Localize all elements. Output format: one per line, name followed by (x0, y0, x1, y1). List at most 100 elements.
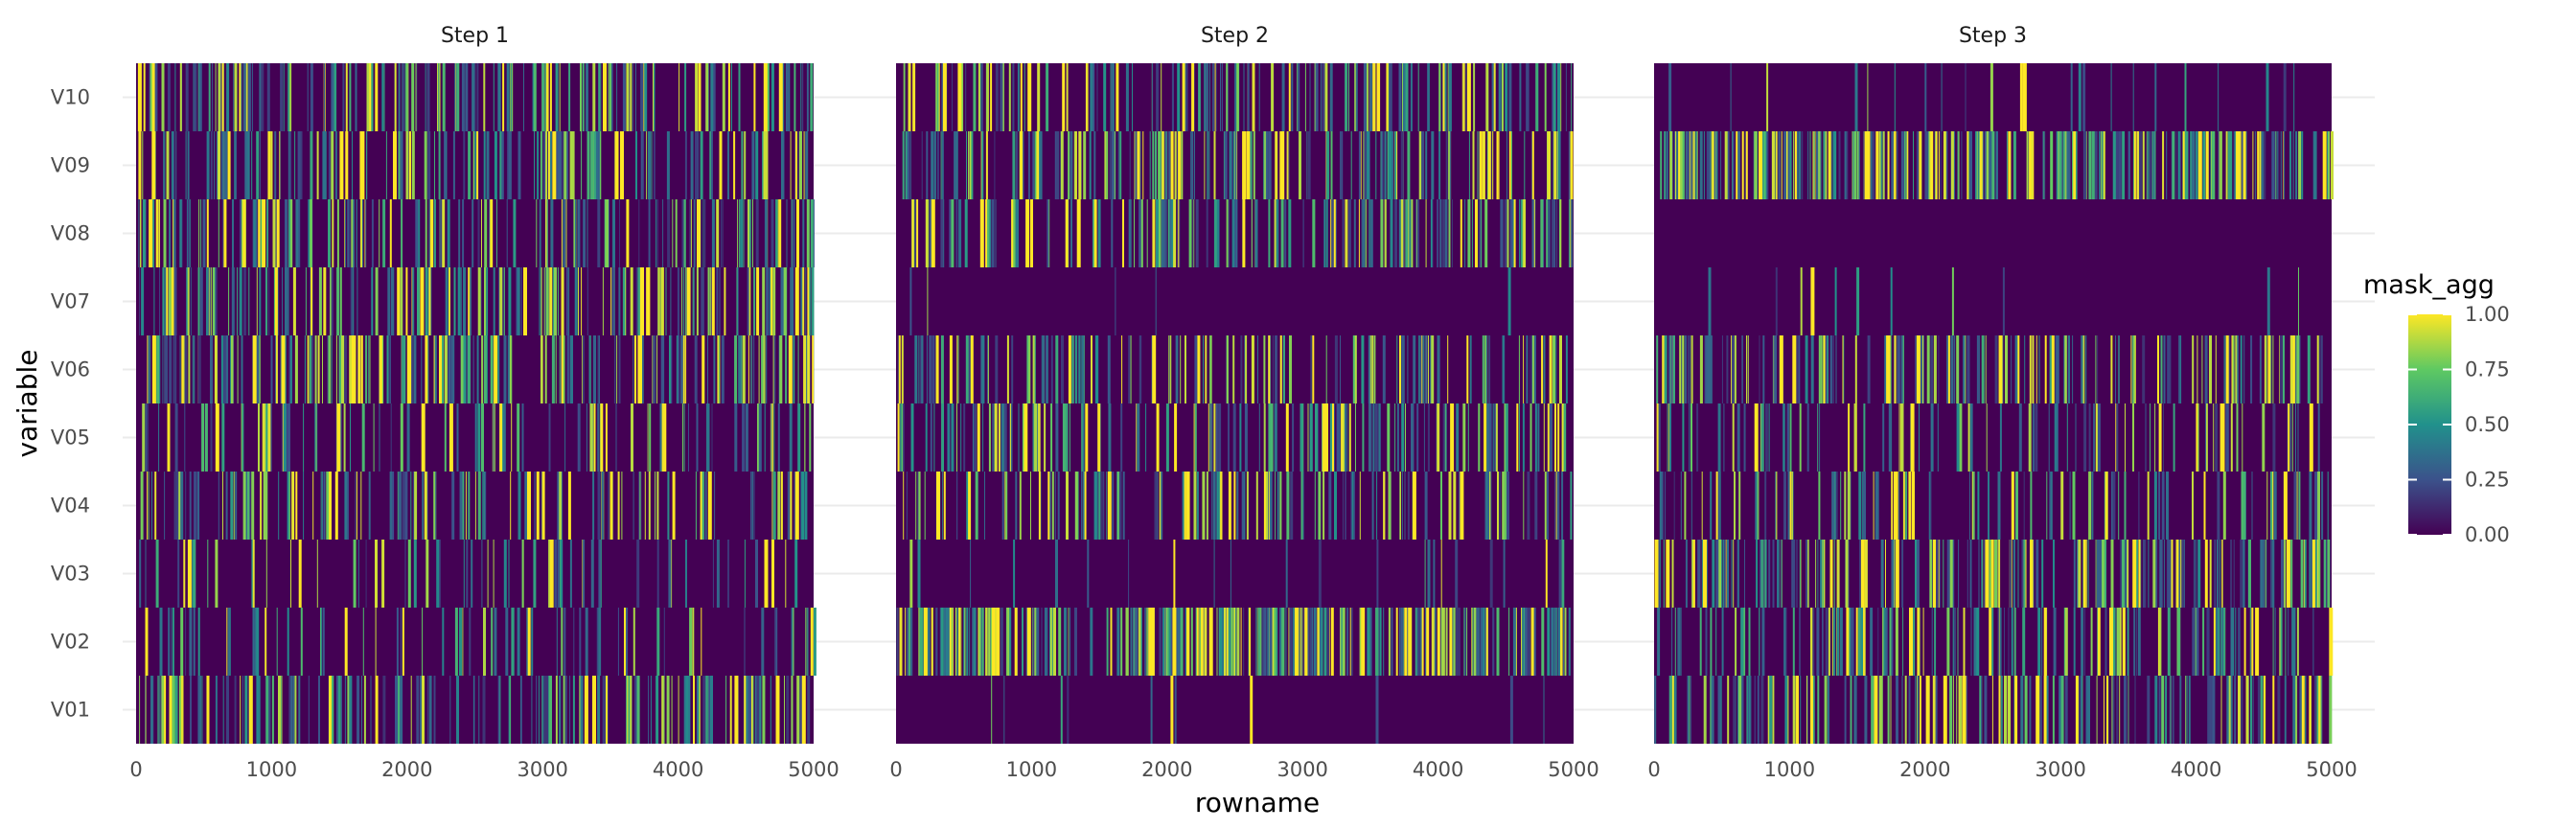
heatmap-cell (383, 63, 385, 131)
heatmap-cell (351, 335, 355, 403)
heatmap-cell (398, 472, 402, 540)
heatmap-cell (1687, 676, 1690, 744)
heatmap-cell (1997, 472, 2001, 540)
heatmap-cell (1507, 267, 1511, 335)
heatmap-cell (1719, 472, 1721, 540)
heatmap-cell (493, 267, 495, 335)
heatmap-cell (2204, 540, 2208, 608)
panel-1: Step 1 (136, 24, 816, 744)
heatmap-cell (1033, 608, 1037, 676)
heatmap-cell (402, 608, 404, 676)
heatmap-cell (966, 131, 967, 199)
heatmap-cell (1504, 335, 1506, 403)
heatmap-cell (561, 199, 563, 267)
heatmap-cell (1554, 63, 1557, 131)
heatmap-cell (275, 335, 278, 403)
heatmap-cell (497, 63, 501, 131)
heatmap-cell (214, 335, 218, 403)
heatmap-cell (1836, 608, 1839, 676)
heatmap-cell (1193, 199, 1195, 267)
heatmap-cell (256, 131, 260, 199)
heatmap-cell (2055, 335, 2057, 403)
heatmap-cell (1959, 403, 1963, 472)
heatmap-cell (1884, 335, 1888, 403)
heatmap-cell (1733, 676, 1736, 744)
heatmap-cell (1918, 608, 1920, 676)
heatmap-cell (541, 472, 545, 540)
heatmap-cell (316, 131, 319, 199)
heatmap-cell (2125, 676, 2128, 744)
heatmap-cell (1032, 335, 1035, 403)
heatmap-cell (940, 608, 944, 676)
heatmap-cell (2104, 540, 2106, 608)
heatmap-cell (1703, 676, 1707, 744)
heatmap-cell (2022, 608, 2026, 676)
heatmap-cell (1215, 63, 1217, 131)
heatmap-cell (941, 131, 944, 199)
heatmap-cell (667, 472, 669, 540)
heatmap-cell (717, 335, 721, 403)
heatmap-cell (586, 267, 588, 335)
heatmap-cell (1408, 608, 1413, 676)
heatmap-cell (1950, 131, 1954, 199)
heatmap-cell (809, 403, 812, 472)
heatmap-cell (421, 335, 423, 403)
heatmap-cell (1715, 472, 1718, 540)
heatmap-cell (659, 267, 661, 335)
heatmap-cell (981, 131, 984, 199)
heatmap-cell (1134, 131, 1136, 199)
heatmap-cell (2232, 335, 2235, 403)
heatmap-cell (986, 335, 988, 403)
heatmap-cell (148, 335, 151, 403)
heatmap-cell (1274, 403, 1276, 472)
heatmap-cell (2316, 335, 2319, 403)
heatmap-cell (774, 608, 776, 676)
heatmap-cell (1715, 131, 1718, 199)
heatmap-cell (200, 676, 201, 744)
heatmap-cell (1867, 131, 1871, 199)
heatmap-cell (245, 63, 248, 131)
heatmap-cell (1478, 403, 1481, 472)
heatmap-cell (1275, 608, 1277, 676)
heatmap-cell (2112, 131, 2116, 199)
heatmap-row-V06 (897, 335, 1568, 403)
heatmap-cell (1943, 676, 1947, 744)
heatmap-cell (183, 540, 186, 608)
heatmap-cell (1274, 608, 1276, 676)
heatmap-cell (716, 540, 720, 608)
heatmap-cell (1985, 335, 1987, 403)
heatmap-cell (597, 131, 600, 199)
heatmap-cell (769, 267, 771, 335)
heatmap-cell (2128, 676, 2129, 744)
heatmap-cell (1963, 335, 1966, 403)
heatmap-cell (651, 131, 653, 199)
heatmap-cell (1769, 676, 1773, 744)
heatmap-cell (1737, 131, 1740, 199)
heatmap-cell (577, 403, 581, 472)
heatmap-cell (1341, 131, 1344, 199)
heatmap-cell (184, 403, 186, 472)
heatmap-cell (2316, 540, 2320, 608)
heatmap-cell (442, 199, 446, 267)
heatmap-cell (1954, 335, 1956, 403)
heatmap-cell (2042, 131, 2044, 199)
heatmap-cell (794, 131, 797, 199)
heatmap-cell (1054, 131, 1057, 199)
heatmap-cell (1772, 676, 1775, 744)
heatmap-cell (707, 472, 712, 540)
heatmap-cell (1484, 199, 1488, 267)
heatmap-cell (264, 403, 266, 472)
heatmap-cell (195, 540, 196, 608)
heatmap-cell (476, 131, 479, 199)
heatmap-cell (503, 540, 507, 608)
heatmap-cell (2226, 676, 2230, 744)
heatmap-cell (1550, 131, 1552, 199)
heatmap-cell (174, 403, 178, 472)
heatmap-cell (773, 403, 775, 472)
heatmap-cell (1307, 131, 1311, 199)
heatmap-cell (2118, 472, 2120, 540)
heatmap-cell (1037, 63, 1041, 131)
heatmap-cell (696, 267, 699, 335)
heatmap-cell (744, 540, 746, 608)
heatmap-row-V02 (896, 608, 1571, 676)
